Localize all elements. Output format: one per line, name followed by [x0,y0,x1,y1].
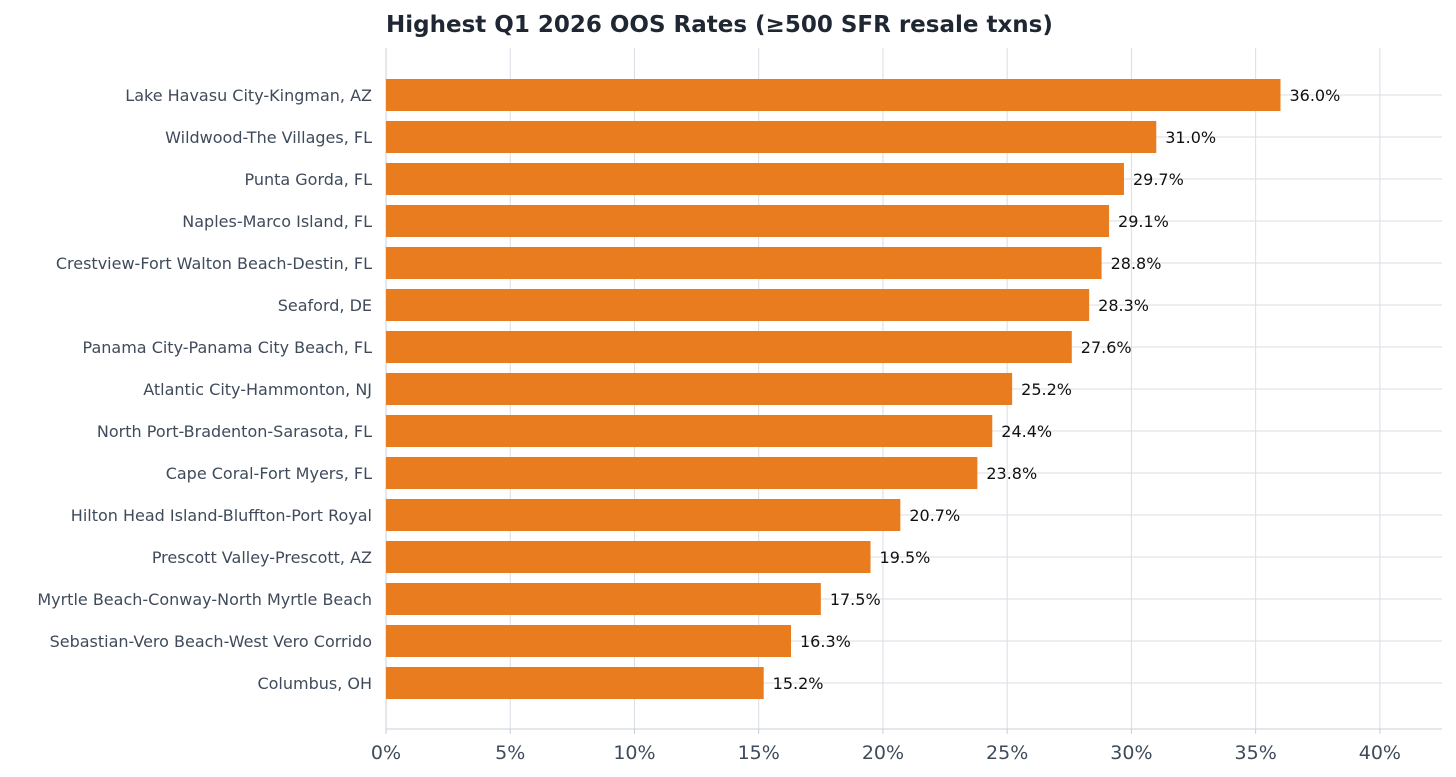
category-label: Sebastian-Vero Beach-West Vero Corrido [50,632,372,651]
chart-title: Highest Q1 2026 OOS Rates (≥500 SFR resa… [386,12,1053,38]
category-label: Panama City-Panama City Beach, FL [83,338,373,357]
bar [386,121,1157,153]
data-label: 27.6% [1081,338,1132,357]
category-label: Prescott Valley-Prescott, AZ [152,548,372,567]
bar [386,499,901,531]
bar [386,79,1281,111]
data-label: 15.2% [773,674,824,693]
bar [386,331,1072,363]
data-label: 24.4% [1001,422,1052,441]
data-label: 28.3% [1098,296,1149,315]
x-tick-label: 5% [495,742,525,764]
bar [386,289,1090,321]
category-label: Lake Havasu City-Kingman, AZ [125,86,372,105]
data-label: 36.0% [1289,86,1340,105]
data-label: 19.5% [880,548,931,567]
data-label: 25.2% [1021,380,1072,399]
bar [386,541,871,573]
bar [386,247,1102,279]
category-label: Hilton Head Island-Bluffton-Port Royal [71,506,372,525]
x-tick-label: 20% [862,742,904,764]
bar [386,205,1110,237]
category-label: Cape Coral-Fort Myers, FL [166,464,372,483]
category-label: Punta Gorda, FL [244,170,372,189]
category-label: Atlantic City-Hammonton, NJ [143,380,372,399]
bar [386,583,821,615]
x-tick-label: 40% [1359,742,1401,764]
category-label: Crestview-Fort Walton Beach-Destin, FL [56,254,372,273]
x-tick-label: 15% [738,742,780,764]
bar [386,373,1013,405]
category-label: Naples-Marco Island, FL [182,212,372,231]
x-tick-label: 25% [986,742,1028,764]
bar [386,163,1124,195]
data-label: 29.1% [1118,212,1169,231]
data-label: 20.7% [909,506,960,525]
bar [386,415,993,447]
x-tick-label: 0% [371,742,401,764]
data-label: 16.3% [800,632,851,651]
bar [386,625,792,657]
bar [386,667,764,699]
category-label: North Port-Bradenton-Sarasota, FL [97,422,372,441]
x-tick-label: 30% [1110,742,1152,764]
x-tick-label: 35% [1235,742,1277,764]
data-label: 28.8% [1111,254,1162,273]
data-label: 31.0% [1165,128,1216,147]
bars [386,79,1281,699]
category-label: Seaford, DE [278,296,372,315]
x-axis-ticks: 0% 5% 10% 15% 20% 25% 30% 35% 40% [371,729,1401,764]
x-tick-label: 10% [613,742,655,764]
bar [386,457,978,489]
data-label: 29.7% [1133,170,1184,189]
category-label: Myrtle Beach-Conway-North Myrtle Beach [37,590,372,609]
data-labels: 36.0% 31.0% 29.7% 29.1% 28.8% 28.3% 27.6% 25.2%… [773,86,1341,693]
data-label: 17.5% [830,590,881,609]
category-label: Wildwood-The Villages, FL [165,128,372,147]
category-label: Columbus, OH [257,674,372,693]
category-labels: Lake Havasu City-Kingman, AZ Wildwood-The… [37,86,372,693]
data-label: 23.8% [986,464,1037,483]
